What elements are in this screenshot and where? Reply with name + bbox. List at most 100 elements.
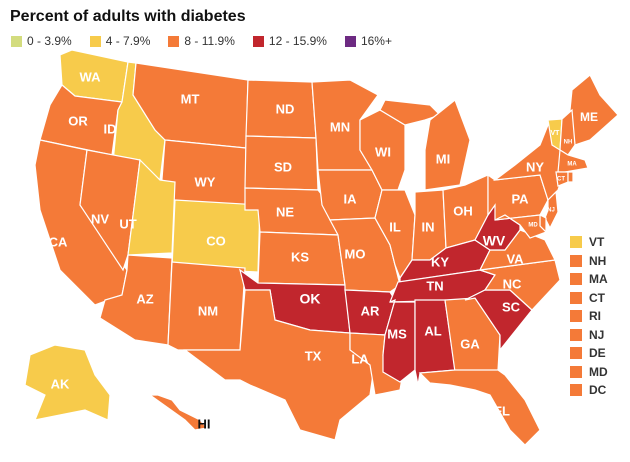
state-mi[interactable] — [424, 99, 471, 191]
state-ut[interactable] — [127, 158, 176, 256]
side-list-item[interactable]: MD — [570, 363, 608, 382]
legend-swatch — [168, 35, 180, 47]
state-label-ut: UT — [119, 216, 136, 231]
state-swatch — [570, 236, 582, 249]
state-abbr: MA — [589, 272, 608, 287]
side-list-item[interactable]: RI — [570, 307, 608, 326]
state-nc[interactable] — [479, 259, 561, 311]
state-nj[interactable] — [544, 190, 559, 230]
state-or[interactable] — [39, 84, 123, 156]
legend-swatch — [252, 35, 264, 47]
state-swatch — [570, 310, 582, 323]
state-label-ky: KY — [431, 254, 449, 269]
state-label-nh: NH — [564, 140, 573, 146]
state-label-in: IN — [422, 219, 435, 234]
state-label-ct: CT — [557, 177, 565, 183]
map-title: Percent of adults with diabetes — [10, 8, 246, 25]
state-label-mn: MN — [330, 119, 350, 134]
state-abbr: DE — [589, 346, 606, 361]
state-abbr: VT — [589, 235, 605, 250]
state-label-sc: SC — [502, 299, 521, 314]
state-label-wi: WI — [375, 144, 391, 159]
state-label-or: OR — [68, 113, 88, 128]
state-ri[interactable] — [567, 171, 574, 183]
legend-item: 12 - 15.9% — [252, 34, 327, 48]
state-abbr: NJ — [589, 327, 605, 342]
legend-item: 16%+ — [344, 34, 392, 48]
state-swatch — [570, 291, 582, 304]
state-label-id: ID — [104, 121, 117, 136]
state-label-nj: NJ — [547, 208, 555, 214]
state-ak[interactable] — [24, 344, 111, 421]
state-label-ga: GA — [460, 336, 480, 351]
state-label-nd: ND — [276, 101, 295, 116]
state-label-ca: CA — [49, 234, 68, 249]
state-nh[interactable] — [559, 108, 576, 156]
state-label-mo: MO — [345, 246, 366, 261]
state-label-vt: VT — [551, 130, 561, 137]
state-label-ne: NE — [276, 204, 294, 219]
side-list-item[interactable]: VT — [570, 233, 608, 252]
state-swatch — [570, 273, 582, 286]
state-label-co: CO — [206, 233, 226, 248]
state-swatch — [570, 254, 582, 267]
legend-swatch — [89, 35, 101, 47]
legend-label: 4 - 7.9% — [105, 34, 151, 48]
state-mi[interactable] — [379, 99, 442, 126]
legend-item: 0 - 3.9% — [11, 34, 72, 48]
state-label-me: ME — [580, 110, 598, 124]
state-abbr: RI — [589, 309, 601, 324]
state-label-fl: FL — [494, 403, 510, 418]
legend-item: 4 - 7.9% — [89, 34, 151, 48]
state-label-ks: KS — [291, 249, 309, 264]
state-label-md: MD — [528, 223, 538, 229]
legend: 0 - 3.9% 4 - 7.9% 8 - 11.9% 12 - 15.9% 16%+ — [11, 34, 392, 48]
state-label-ar: AR — [361, 303, 380, 318]
state-label-ak: AK — [51, 376, 70, 391]
state-fl[interactable] — [418, 369, 541, 446]
side-list-item[interactable]: CT — [570, 289, 608, 308]
state-md[interactable] — [494, 214, 548, 239]
state-label-ok: OK — [300, 291, 321, 307]
state-label-al: AL — [424, 323, 441, 338]
legend-swatch — [344, 35, 356, 47]
state-label-ma: MA — [567, 162, 577, 168]
state-label-mi: MI — [436, 151, 450, 166]
state-nv[interactable] — [79, 149, 141, 272]
state-label-hi: HI — [198, 416, 211, 431]
state-swatch — [570, 365, 582, 378]
state-abbr: DC — [589, 383, 607, 398]
state-label-ny: NY — [526, 159, 544, 174]
state-label-oh: OH — [453, 203, 473, 218]
state-label-sd: SD — [274, 159, 292, 174]
state-label-la: LA — [351, 351, 369, 366]
legend-label: 12 - 15.9% — [268, 34, 327, 48]
state-swatch — [570, 384, 582, 397]
side-list-item[interactable]: DC — [570, 381, 608, 400]
state-abbr: MD — [589, 364, 608, 379]
side-list-item[interactable]: NH — [570, 252, 608, 271]
state-label-nc: NC — [503, 276, 522, 291]
legend-label: 16%+ — [360, 34, 392, 48]
state-label-az: AZ — [136, 291, 153, 306]
state-label-wv: WV — [483, 233, 506, 249]
state-label-mt: MT — [181, 91, 200, 106]
state-label-va: VA — [506, 251, 524, 266]
state-label-tn: TN — [426, 278, 443, 293]
state-label-ms: MS — [387, 326, 407, 341]
state-swatch — [570, 328, 582, 341]
state-label-ia: IA — [344, 191, 358, 206]
legend-label: 0 - 3.9% — [27, 34, 72, 48]
side-list-item[interactable]: MA — [570, 270, 608, 289]
state-swatch — [570, 347, 582, 360]
legend-swatch — [11, 35, 22, 47]
state-tx[interactable] — [183, 289, 376, 441]
side-list-item[interactable]: DE — [570, 344, 608, 363]
state-hi[interactable] — [148, 394, 209, 431]
state-label-il: IL — [389, 219, 401, 234]
state-abbr: CT — [589, 290, 605, 305]
state-abbr: NH — [589, 253, 607, 268]
side-list-item[interactable]: NJ — [570, 326, 608, 345]
state-label-tx: TX — [305, 348, 322, 363]
